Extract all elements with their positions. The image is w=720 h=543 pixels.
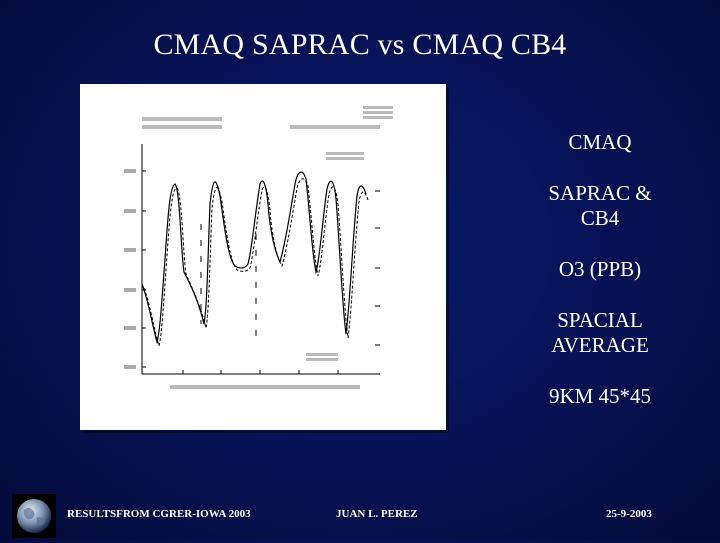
plot-x-ticks <box>141 370 339 374</box>
ozone-plot-image <box>80 84 446 430</box>
side-text-model: CMAQ <box>568 130 632 154</box>
footer-center-text: JUAN L. PEREZ <box>336 508 418 520</box>
plot-header-blur <box>142 106 393 389</box>
side-text-species: O3 (PPB) <box>558 257 642 281</box>
side-text-mechanisms: SAPRAC & CB4 <box>548 181 652 230</box>
series-solid-line <box>141 171 367 345</box>
slide-footer: RESULTSFROM CGRER-IOWA 2003 JUAN L. PERE… <box>0 494 720 540</box>
plot-vertical-guides <box>200 224 257 344</box>
slide-side-text: CMAQ SAPRAC & CB4 O3 (PPB) SPACIAL AVERA… <box>530 130 670 435</box>
earth-globe-icon <box>12 494 56 538</box>
series-dashed-line <box>143 178 369 348</box>
plot-y-ticks <box>124 169 146 369</box>
slide-title: CMAQ SAPRAC vs CMAQ CB4 <box>153 28 567 61</box>
ozone-plot-graphic <box>124 106 393 389</box>
side-text-domain: 9KM 45*45 <box>548 384 652 408</box>
plot-right-markers <box>375 190 380 346</box>
footer-right-text: 25-9-2003 <box>606 508 652 520</box>
side-text-average: SPACIAL AVERAGE <box>551 308 649 357</box>
footer-left-text: RESULTSFROM CGRER-IOWA 2003 <box>67 508 251 520</box>
plot-axes <box>141 144 380 375</box>
